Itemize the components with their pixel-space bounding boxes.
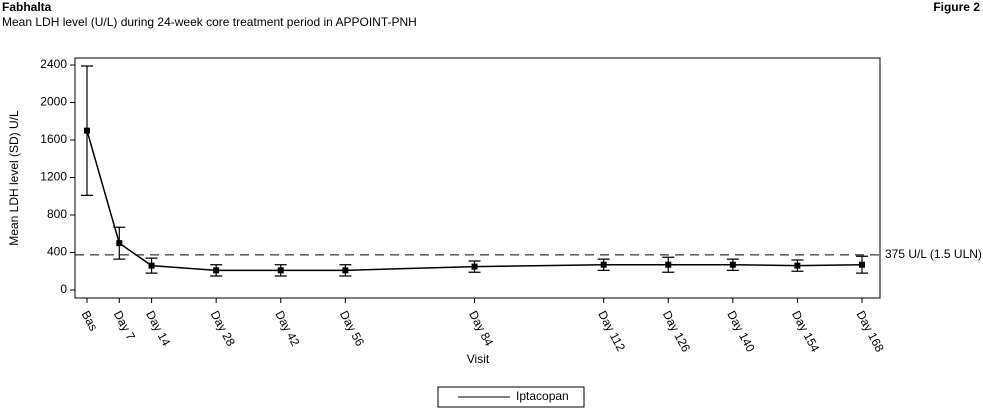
- data-point: [148, 262, 155, 269]
- x-tick-label: Day 84: [466, 308, 496, 348]
- y-tick-label: 1600: [40, 132, 67, 146]
- x-tick-label: Day 56: [337, 308, 367, 348]
- data-point: [213, 267, 220, 274]
- y-tick-label: 400: [47, 245, 67, 259]
- data-point: [342, 267, 349, 274]
- x-tick-label: Day 140: [724, 308, 757, 354]
- x-tick-label: Day 7: [111, 308, 138, 343]
- y-axis-label: Mean LDH level (SD) U/L: [7, 110, 21, 246]
- x-tick-label: Day 112: [595, 308, 628, 354]
- brand: Fabhalta: [2, 0, 52, 14]
- subtitle: Mean LDH level (U/L) during 24-week core…: [2, 15, 417, 29]
- legend-box: [437, 386, 585, 408]
- figure-label: Figure 2: [933, 0, 980, 14]
- x-tick-label: Day 28: [208, 308, 238, 348]
- x-tick-label: Day 42: [272, 308, 302, 348]
- x-tick-label: Day 14: [143, 308, 173, 348]
- data-point: [116, 240, 123, 247]
- reference-label: 375 U/L (1.5 ULN): [885, 247, 982, 261]
- x-tick-label: Bas: [79, 308, 101, 333]
- data-point: [471, 263, 478, 270]
- y-tick-label: 0: [60, 282, 67, 296]
- data-point: [600, 261, 607, 268]
- data-point: [84, 127, 90, 134]
- y-tick-label: 2000: [40, 95, 67, 109]
- data-point: [277, 267, 284, 274]
- data-point: [729, 261, 736, 268]
- x-tick-label: Day 168: [854, 308, 887, 354]
- x-axis-label: Visit: [467, 352, 490, 366]
- x-tick-label: Day 154: [789, 308, 822, 354]
- data-point: [794, 262, 801, 269]
- y-tick-label: 1200: [40, 170, 67, 184]
- y-tick-label: 800: [47, 207, 67, 221]
- legend-label: Iptacopan: [516, 389, 569, 403]
- plot-frame: [74, 57, 881, 299]
- y-tick-label: 2400: [40, 57, 67, 71]
- data-point: [665, 261, 672, 268]
- series-line: [86, 130, 863, 272]
- data-point: [859, 261, 865, 268]
- x-tick-label: Day 126: [660, 308, 693, 354]
